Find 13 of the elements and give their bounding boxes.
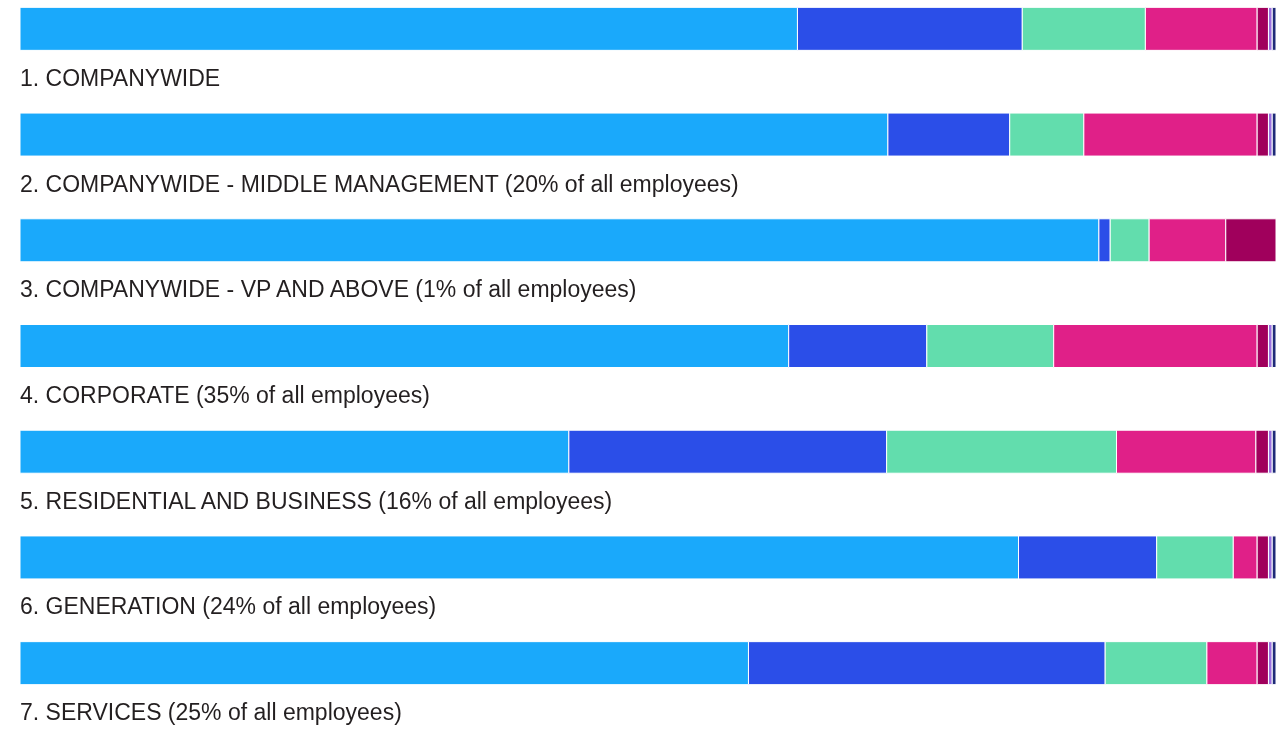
bar <box>1271 429 1277 474</box>
y-tick-label: 5. RESIDENTIAL AND BUSINESS (16% of all employees) <box>20 487 613 514</box>
y-tick-label: 7. SERVICES (25% of all employees) <box>20 699 402 726</box>
bar <box>1271 324 1277 368</box>
bar <box>1271 6 1277 51</box>
y-tick-label: 6. GENERATION (24% of all employees) <box>20 593 437 620</box>
bar <box>1271 112 1277 157</box>
bar <box>1271 535 1277 580</box>
y-tick-label: 2. COMPANYWIDE - MIDDLE MANAGEMENT (20% of all employees) <box>20 170 739 197</box>
y-tick-label: 3. COMPANYWIDE - VP AND ABOVE (1% of all employees) <box>20 276 637 303</box>
y-tick-label: 1. COMPANYWIDE <box>20 64 221 91</box>
bar <box>1271 641 1277 686</box>
y-tick-label: 4. CORPORATE (35% of all employees) <box>20 382 430 408</box>
